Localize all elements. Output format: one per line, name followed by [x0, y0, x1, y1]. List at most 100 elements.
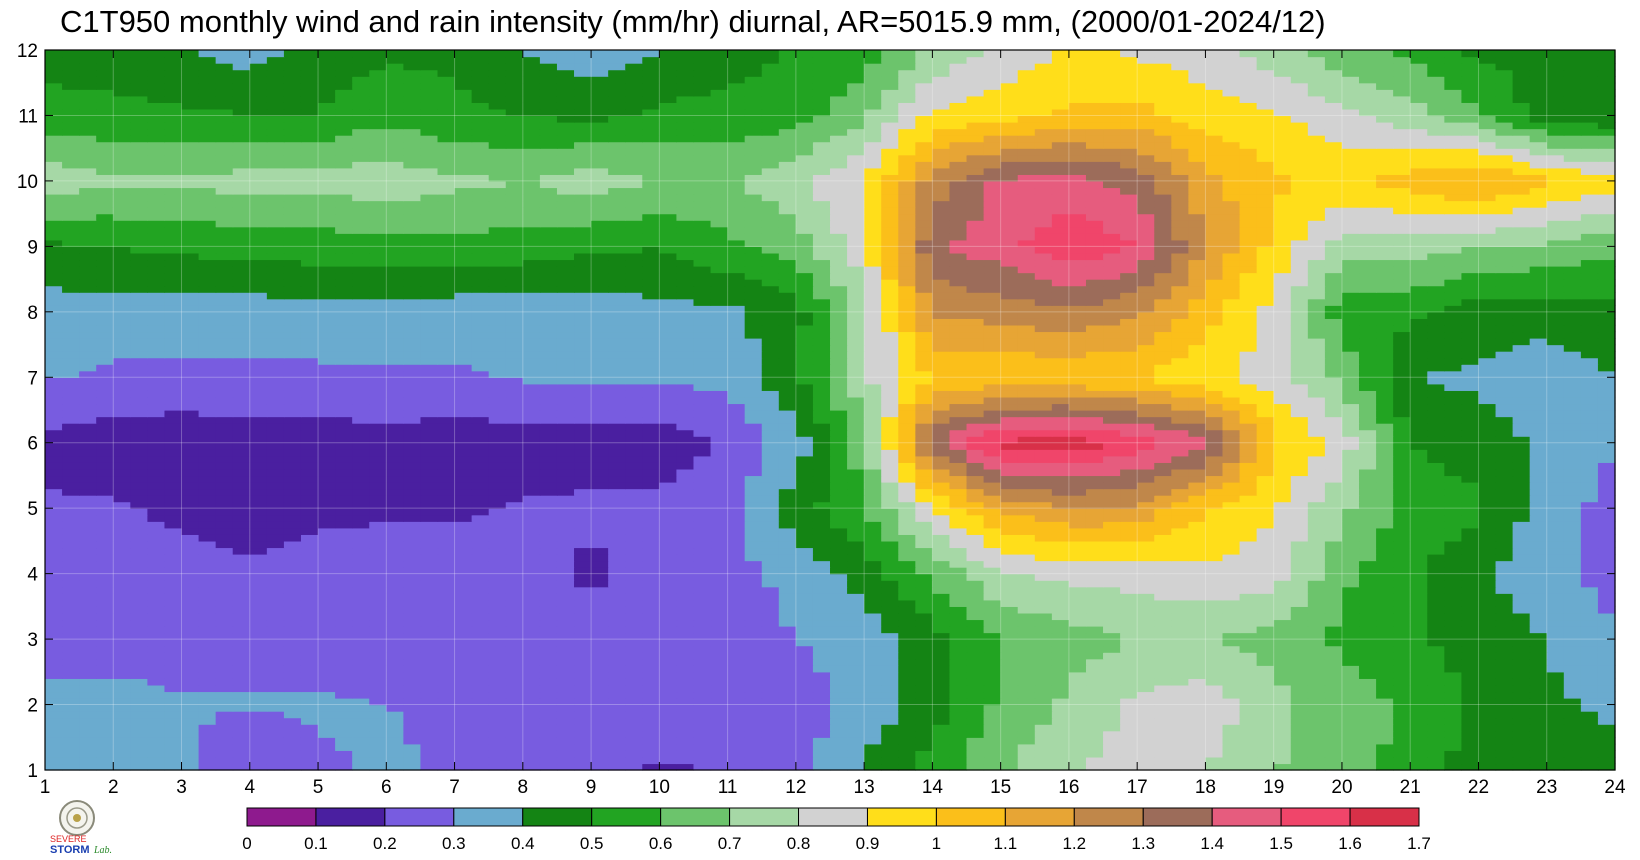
heatmap-cell	[1444, 488, 1463, 496]
heatmap-cell	[1427, 756, 1445, 765]
heatmap-cell	[266, 678, 285, 686]
heatmap-cell	[676, 501, 695, 509]
heatmap-cell	[505, 645, 524, 653]
heatmap-cell	[898, 429, 916, 437]
heatmap-cell	[727, 547, 746, 555]
heatmap-cell	[1563, 599, 1582, 607]
heatmap-cell	[1273, 468, 1292, 477]
heatmap-cell	[539, 586, 558, 594]
heatmap-cell	[574, 717, 592, 725]
heatmap-cell	[966, 468, 985, 477]
heatmap-cell	[1256, 495, 1275, 503]
heatmap-cell	[198, 410, 217, 418]
heatmap-cell	[1580, 540, 1599, 549]
heatmap-cell	[1597, 593, 1616, 601]
heatmap-cell	[1597, 652, 1616, 660]
heatmap-cell	[522, 442, 541, 450]
heatmap-cell	[1188, 475, 1207, 483]
heatmap-cell	[898, 691, 916, 699]
heatmap-cell	[1359, 540, 1377, 549]
heatmap-cell	[1376, 717, 1394, 725]
heatmap-cell	[1376, 743, 1394, 751]
heatmap-cell	[812, 442, 831, 450]
heatmap-cell	[1427, 763, 1445, 771]
heatmap-cell	[420, 763, 439, 771]
heatmap-cell	[847, 455, 865, 463]
heatmap-cell	[761, 632, 780, 640]
heatmap-cell	[1546, 724, 1565, 732]
heatmap-cell	[556, 606, 575, 614]
heatmap-cell	[1563, 495, 1582, 503]
heatmap-cell	[659, 678, 678, 686]
heatmap-cell	[266, 665, 285, 673]
heatmap-cell	[1580, 698, 1599, 706]
heatmap-cell	[522, 717, 541, 725]
heatmap-cell	[420, 534, 439, 542]
heatmap-cell	[659, 580, 678, 588]
heatmap-cell	[437, 475, 456, 483]
heatmap-cell	[522, 652, 541, 660]
heatmap-cell	[983, 678, 1002, 686]
heatmap-cell	[1137, 711, 1155, 719]
heatmap-cell	[1017, 756, 1036, 765]
heatmap-cell	[1171, 462, 1189, 470]
heatmap-cell	[1529, 488, 1548, 496]
heatmap-cell	[96, 711, 114, 719]
heatmap-cell	[181, 704, 200, 712]
heatmap-cell	[147, 724, 166, 732]
heatmap-cell	[1563, 750, 1582, 758]
heatmap-cell	[1324, 730, 1343, 738]
heatmap-cell	[1359, 652, 1377, 660]
heatmap-cell	[1290, 560, 1309, 568]
heatmap-cell	[795, 436, 814, 444]
heatmap-cell	[608, 442, 626, 450]
heatmap-cell	[966, 750, 985, 758]
heatmap-cell	[164, 691, 183, 699]
heatmap-cell	[1017, 763, 1036, 771]
heatmap-cell	[1137, 632, 1155, 640]
heatmap-cell	[1000, 711, 1019, 719]
heatmap-cell	[1597, 750, 1616, 758]
heatmap-cell	[1239, 586, 1258, 594]
heatmap-cell	[130, 763, 148, 771]
heatmap-cell	[1273, 750, 1292, 758]
heatmap-cell	[1154, 724, 1172, 732]
heatmap-cell	[966, 658, 985, 666]
heatmap-cell	[1512, 501, 1531, 509]
heatmap-cell	[1188, 449, 1207, 457]
heatmap-cell	[1000, 593, 1019, 601]
heatmap-cell	[676, 730, 695, 738]
heatmap-cell	[1171, 488, 1189, 496]
heatmap-cell	[113, 711, 131, 719]
heatmap-cell	[300, 482, 319, 490]
heatmap-cell	[437, 743, 456, 751]
heatmap-cell	[505, 482, 524, 490]
heatmap-cell	[1222, 711, 1241, 719]
heatmap-cell	[1103, 449, 1121, 457]
heatmap-cell	[505, 495, 524, 503]
heatmap-cell	[1461, 639, 1480, 647]
heatmap-cell	[1000, 645, 1019, 653]
heatmap-cell	[949, 540, 968, 549]
heatmap-cell	[1068, 423, 1087, 431]
heatmap-cell	[1120, 449, 1138, 457]
heatmap-cell	[556, 612, 575, 621]
heatmap-cell	[45, 436, 63, 444]
heatmap-cell	[488, 508, 507, 516]
heatmap-cell	[369, 652, 387, 660]
heatmap-cell	[1529, 626, 1548, 634]
heatmap-cell	[249, 586, 268, 594]
heatmap-cell	[881, 658, 899, 666]
heatmap-cell	[727, 671, 746, 679]
heatmap-cell	[1034, 416, 1053, 424]
heatmap-cell	[488, 436, 507, 444]
heatmap-cell	[1427, 691, 1445, 699]
heatmap-cell	[1239, 442, 1258, 450]
heatmap-cell	[1461, 547, 1480, 555]
heatmap-cell	[898, 482, 916, 490]
heatmap-cell	[266, 704, 285, 712]
heatmap-cell	[232, 645, 251, 653]
heatmap-cell	[1410, 540, 1428, 549]
heatmap-cell	[539, 665, 558, 673]
heatmap-cell	[1307, 501, 1326, 509]
